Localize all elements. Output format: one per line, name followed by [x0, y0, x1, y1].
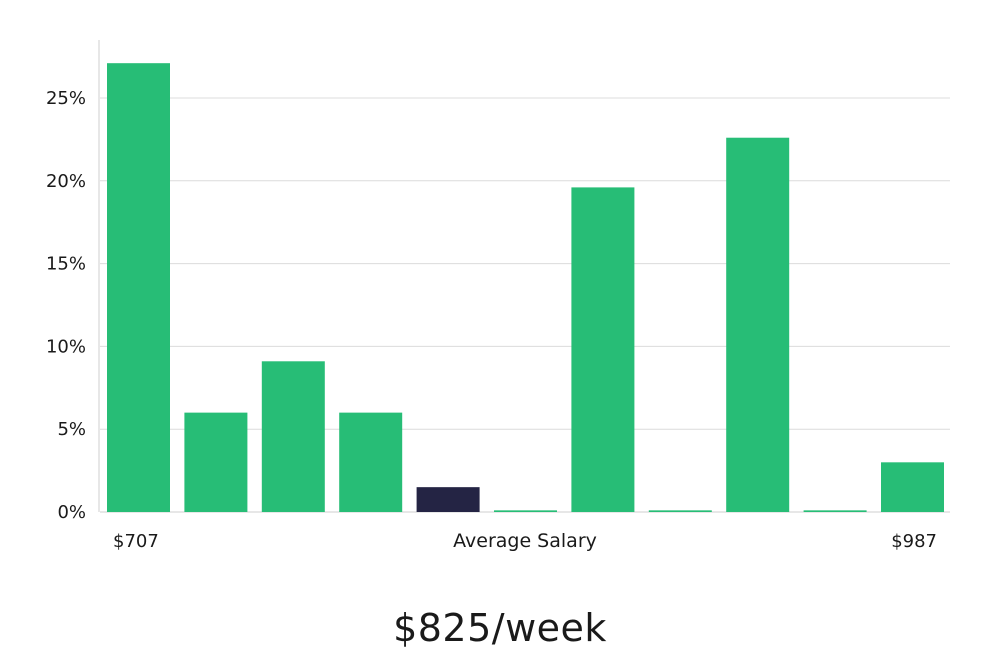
bars: [107, 63, 944, 512]
bar: [803, 510, 867, 512]
y-tick-label: 20%: [46, 171, 86, 192]
bar: [494, 510, 557, 512]
x-axis-title: Average Salary: [453, 530, 597, 552]
bar: [571, 187, 635, 512]
bar-highlighted: [416, 487, 480, 512]
x-max-label: $987: [891, 531, 937, 552]
y-tick-label: 25%: [46, 88, 86, 109]
y-tick-label: 10%: [46, 336, 86, 357]
bar: [881, 462, 944, 512]
bar: [261, 361, 325, 512]
bar: [339, 412, 403, 512]
y-tick-label: 5%: [57, 419, 86, 440]
bar: [726, 137, 790, 512]
bar: [107, 63, 170, 512]
y-tick-label: 15%: [46, 254, 86, 275]
average-salary-headline: $825/week: [393, 606, 607, 650]
y-tick-labels: 0% 5% 10% 15% 20% 25%: [46, 88, 86, 523]
salary-histogram: 0% 5% 10% 15% 20% 25% $707 Average Salary $98…: [46, 40, 950, 552]
x-min-label: $707: [113, 531, 159, 552]
bar: [184, 412, 248, 512]
bar: [648, 510, 712, 512]
y-tick-label: 0%: [57, 502, 86, 523]
